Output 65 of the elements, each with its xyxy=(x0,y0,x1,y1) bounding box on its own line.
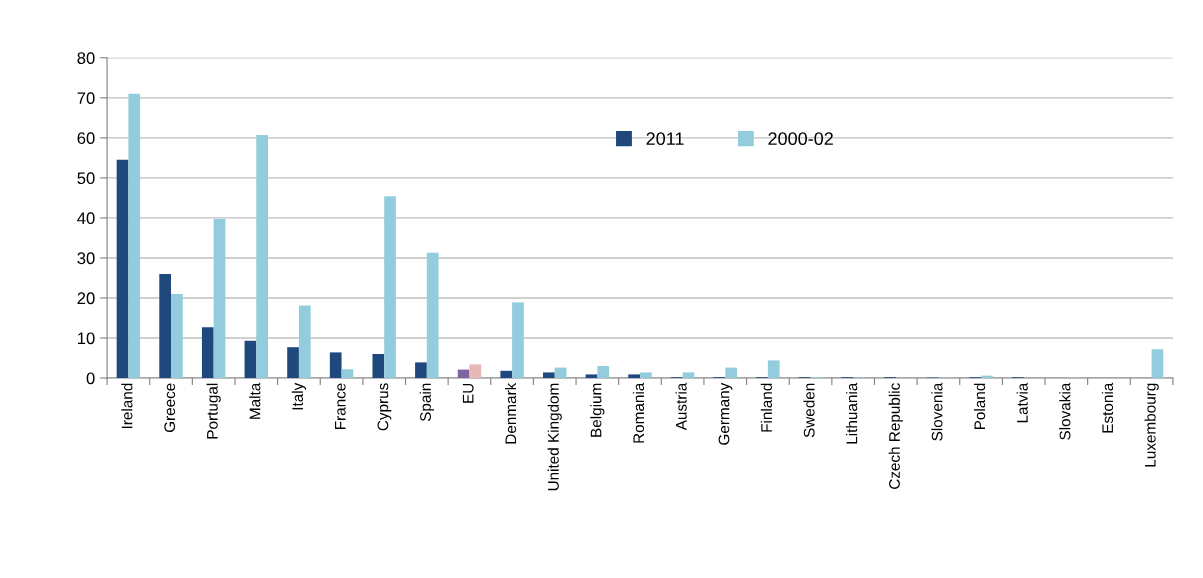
bar xyxy=(500,370,513,379)
bar xyxy=(159,273,172,379)
bar xyxy=(628,374,640,379)
bar xyxy=(1151,349,1164,379)
x-tick-label: Romania xyxy=(632,382,645,443)
legend-label: 2000-02 xyxy=(768,132,833,146)
x-tick-label: Slovenia xyxy=(931,382,943,441)
bar xyxy=(384,196,396,379)
bar xyxy=(597,366,610,379)
x-tick-label: Spain xyxy=(419,383,434,422)
bar xyxy=(287,347,299,379)
y-tick-label: 60 xyxy=(77,132,95,145)
x-tick-label: Greece xyxy=(164,383,176,433)
bar xyxy=(554,367,567,379)
bar xyxy=(256,135,269,379)
x-tick-label: Czech Republic xyxy=(888,383,903,489)
x-tick-label: France xyxy=(335,383,346,430)
bar xyxy=(512,302,524,379)
x-tick-label: Luxembourg xyxy=(1144,383,1159,467)
legend-label: 2011 xyxy=(646,132,684,146)
bar xyxy=(171,293,183,379)
x-tick-label: Estonia xyxy=(1101,382,1114,433)
y-tick-label: 80 xyxy=(77,52,95,64)
x-tick-label: Ireland xyxy=(121,383,133,429)
x-tick-label: Denmark xyxy=(504,382,517,444)
bar xyxy=(116,159,129,379)
x-tick-label: Poland xyxy=(973,383,986,430)
x-tick-label: Finland xyxy=(760,383,772,432)
x-tick-label: Cyprus xyxy=(377,383,392,431)
y-tick-label: 0 xyxy=(86,372,95,385)
bar xyxy=(341,369,354,379)
x-tick-label: Lithuania xyxy=(846,382,858,444)
x-tick-label: Malta xyxy=(249,382,261,419)
bar xyxy=(469,364,482,379)
bar xyxy=(201,327,214,379)
bar xyxy=(372,354,385,379)
bar xyxy=(640,372,652,379)
x-tick-label: Belgium xyxy=(590,383,605,437)
x-tick-label: Slovakia xyxy=(1059,382,1071,440)
x-tick-label: EU xyxy=(462,383,474,403)
y-tick-label: 10 xyxy=(78,332,95,345)
bar xyxy=(725,367,737,379)
x-tick-label: United Kingdom xyxy=(547,383,562,491)
bar xyxy=(329,352,342,379)
bar xyxy=(415,362,427,379)
y-tick-label: 70 xyxy=(77,92,95,105)
x-tick-label: Austria xyxy=(675,382,687,431)
x-tick-label: Germany xyxy=(718,382,733,445)
bar xyxy=(585,374,598,379)
bar xyxy=(213,219,226,379)
bar xyxy=(767,360,780,379)
bar xyxy=(682,372,695,379)
bar xyxy=(298,305,311,379)
x-tick-label: Portugal xyxy=(206,383,221,439)
bar xyxy=(543,372,555,379)
bar xyxy=(426,252,439,379)
y-tick-label: 40 xyxy=(77,212,95,225)
x-tick-label: Italy xyxy=(291,382,307,410)
x-tick-label: Sweden xyxy=(803,383,815,438)
y-tick-label: 20 xyxy=(77,292,95,305)
bar xyxy=(128,93,141,379)
y-tick-label: 30 xyxy=(77,252,95,265)
x-tick-label: Latvia xyxy=(1016,382,1028,423)
bar xyxy=(244,340,257,379)
y-tick-label: 50 xyxy=(77,172,95,185)
